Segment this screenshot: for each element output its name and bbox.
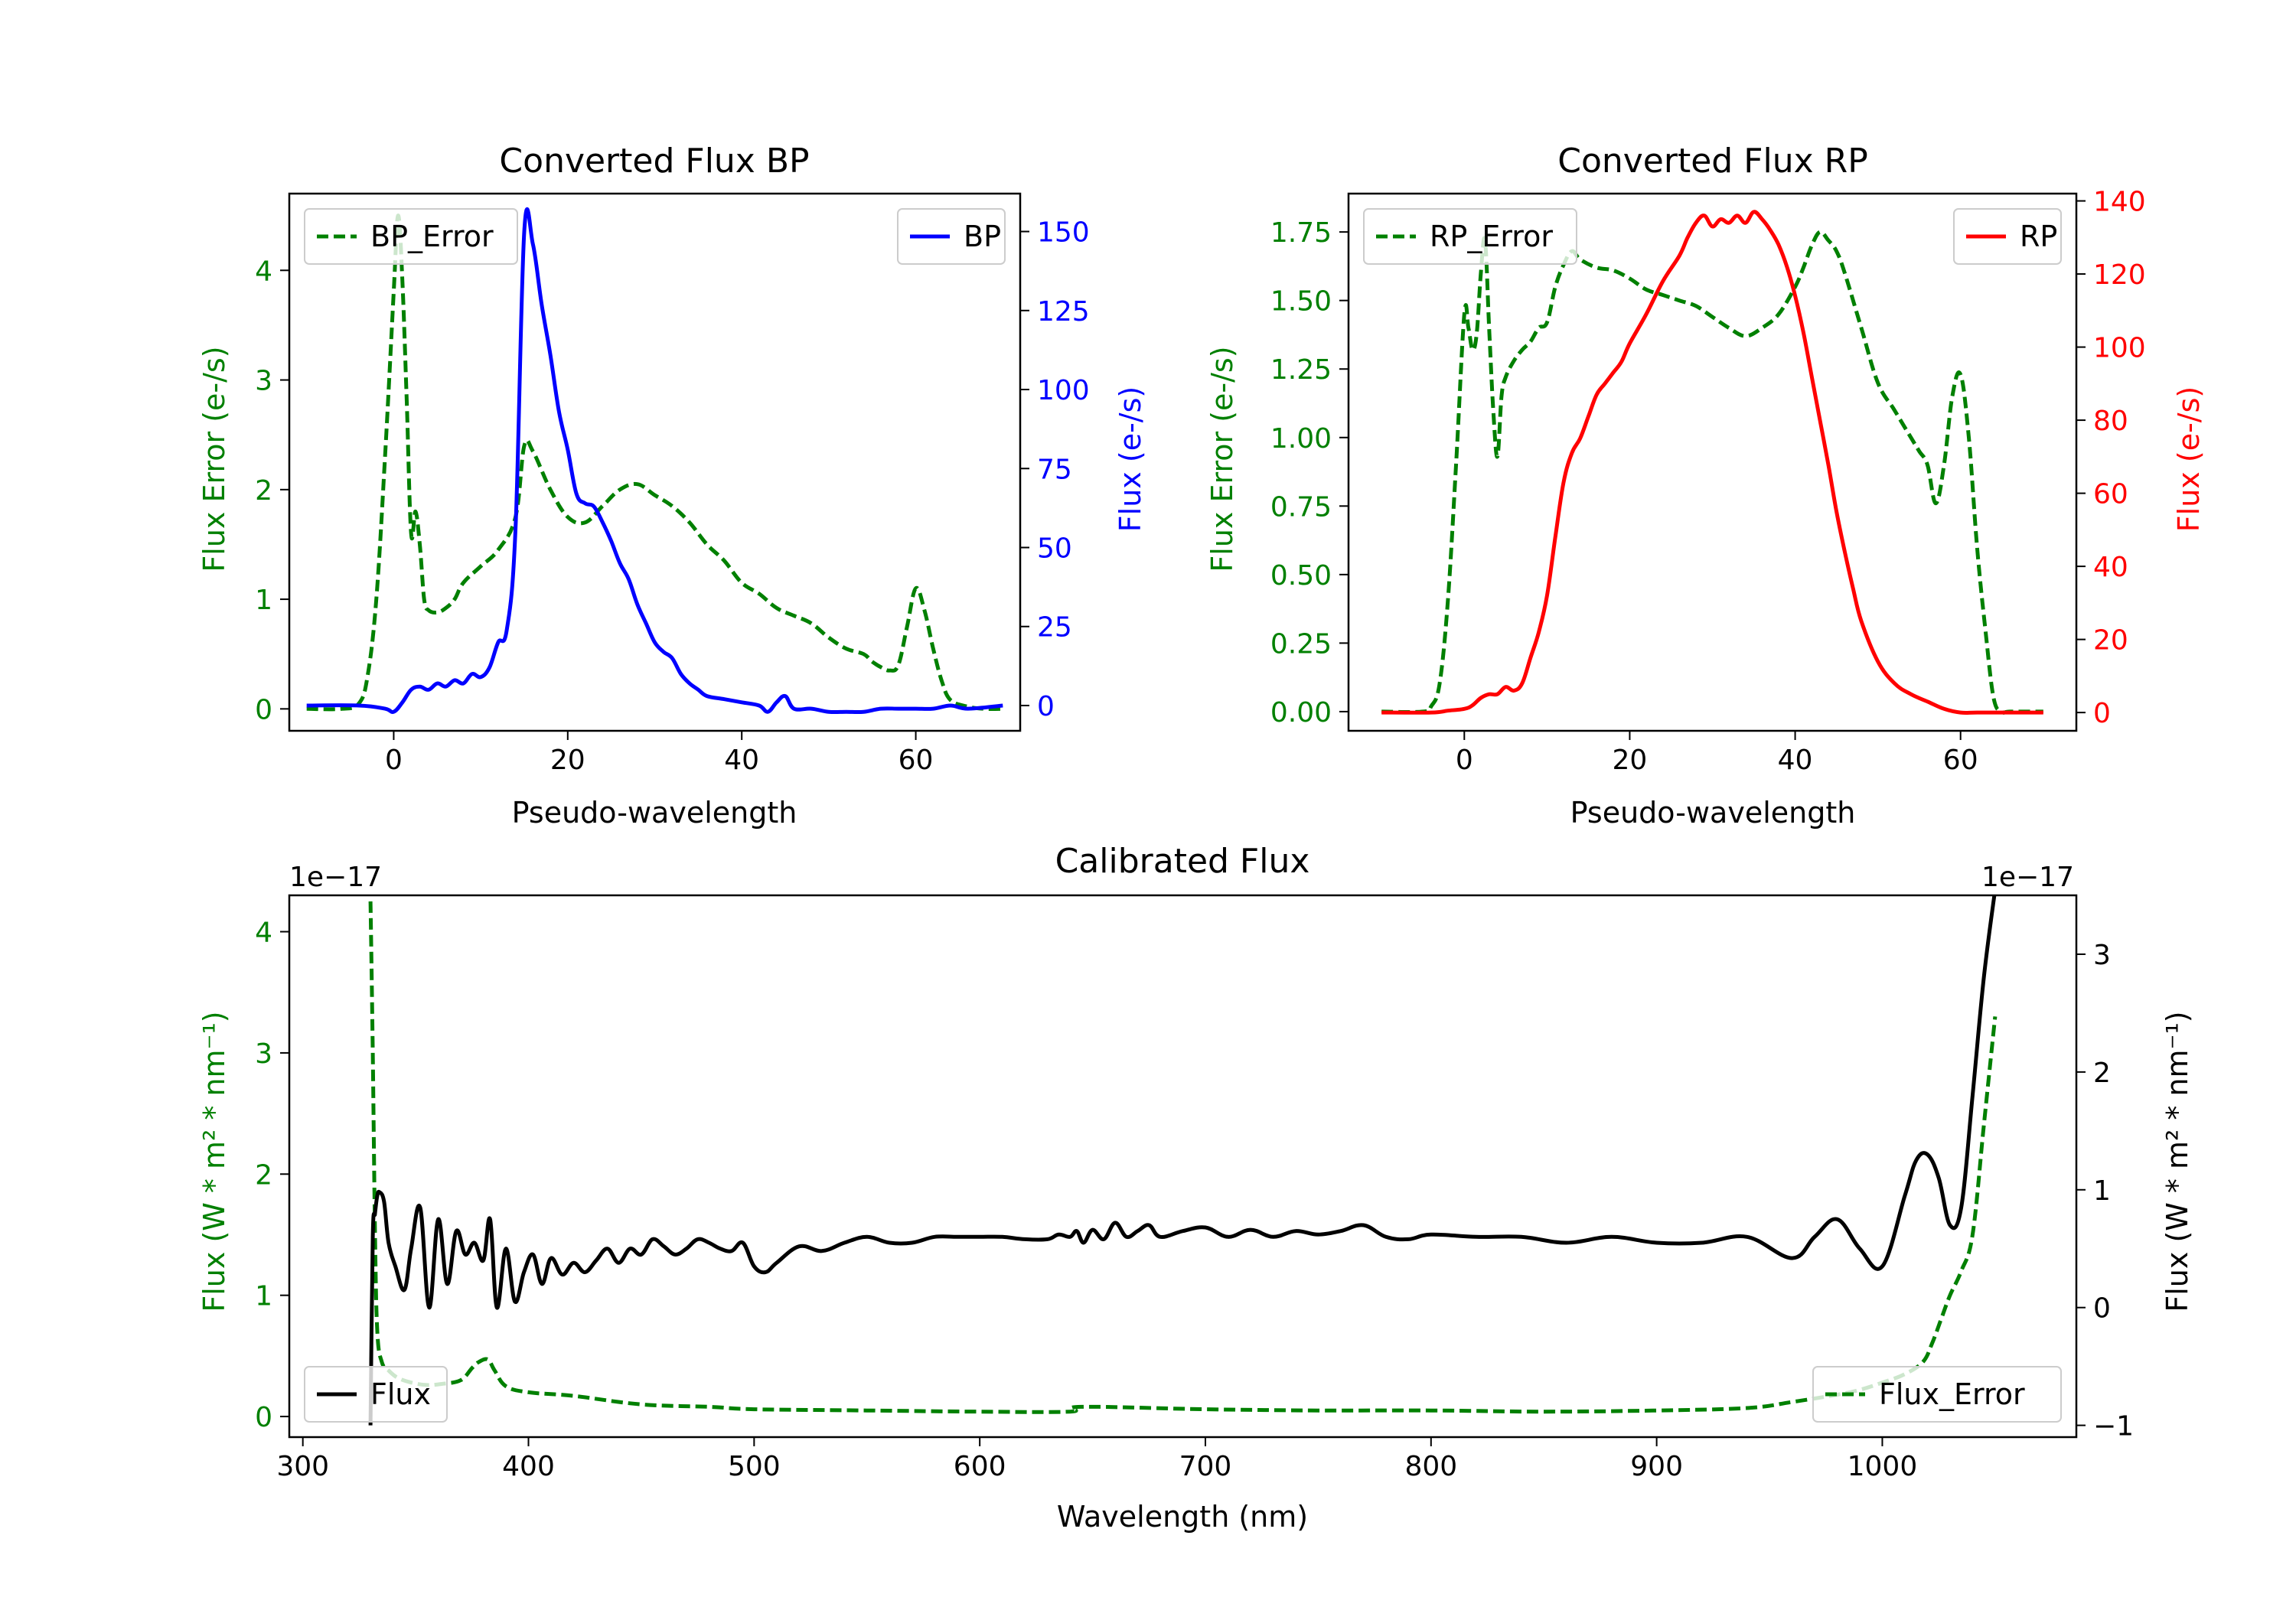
rp-left-y-tick-label: 0.00 (1270, 697, 1332, 729)
legend-box (1953, 208, 2062, 265)
rp-left-y-tick-label: 1.75 (1270, 217, 1332, 249)
bp-right-y-tick-label: 75 (1037, 454, 1072, 485)
bp-left-y-tick-label: 4 (255, 256, 272, 287)
bp-right-y-tick-label: 125 (1037, 296, 1090, 328)
calibrated-x-axis-label: Wavelength (nm) (1057, 1500, 1308, 1534)
calibrated-panel: Calibrated Flux Wavelength (nm) Flux (W … (197, 842, 2194, 1534)
bp-x-tick-label: 60 (899, 745, 934, 776)
rp-left-y-tick-label: 0.25 (1270, 628, 1332, 660)
bp-right-y-tick-label: 50 (1037, 533, 1072, 564)
calibrated-series-flux (368, 895, 1997, 1426)
calibrated-right-y-tick-label: 3 (2093, 940, 2111, 971)
rp-right-y-tick-label: 20 (2093, 625, 2128, 657)
bp-x-tick-label: 20 (550, 745, 585, 776)
calibrated-right-y-tick-label: −1 (2093, 1411, 2134, 1442)
rp-series-rp (1381, 210, 2043, 715)
rp-series-rp-error (1381, 230, 2043, 715)
bp-x-tick-label: 40 (724, 745, 759, 776)
rp-left-y-tick-label: 0.75 (1270, 491, 1332, 523)
rp-right-y-tick-label: 80 (2093, 406, 2128, 437)
calibrated-right-y-tick-label: 0 (2093, 1293, 2111, 1325)
calibrated-left-y-tick-label: 2 (255, 1159, 272, 1191)
rp-x-tick-label: 60 (1943, 745, 1978, 776)
rp-right-y-tick-label: 120 (2093, 259, 2146, 291)
bp-left-y-tick-label: 1 (255, 585, 272, 616)
rp-x-axis-label: Pseudo-wavelength (1570, 796, 1856, 830)
bp-title: Converted Flux BP (499, 142, 809, 181)
bp-x-tick-label: 0 (385, 745, 403, 776)
rp-title: Converted Flux RP (1557, 142, 1868, 181)
calibrated-x-tick-label: 900 (1630, 1451, 1683, 1482)
legend-label: BP (964, 220, 1001, 253)
bp-axes-frame (288, 192, 1022, 732)
calibrated-x-tick-label: 700 (1179, 1451, 1232, 1482)
rp-legend-rp: RP (1953, 208, 2062, 265)
legend-label: RP (2020, 220, 2057, 253)
rp-x-tick-label: 20 (1613, 745, 1648, 776)
rp-axes-frame (1347, 192, 2078, 732)
calibrated-x-tick-label: 800 (1404, 1451, 1457, 1482)
calibrated-left-axis-label: Flux (W * m² * nm⁻¹) (197, 1011, 231, 1312)
rp-right-y-tick-label: 0 (2093, 698, 2111, 729)
rp-right-y-tick-label: 60 (2093, 479, 2128, 510)
calibrated-left-y-tick-label: 4 (255, 918, 272, 949)
legend-box (1363, 208, 1577, 265)
legend-box (304, 1366, 448, 1423)
bp-panel: Converted Flux BP Pseudo-wavelength Flux… (197, 142, 1147, 830)
calibrated-title: Calibrated Flux (1055, 842, 1310, 881)
bp-right-y-tick-label: 0 (1037, 691, 1055, 722)
bp-series-bp (306, 207, 1003, 715)
calibrated-left-y-tick-label: 1 (255, 1281, 272, 1312)
legend-box (1812, 1366, 2062, 1423)
calibrated-x-tick-label: 300 (276, 1451, 329, 1482)
bp-right-axis-label: Flux (e-/s) (1114, 386, 1147, 532)
calibrated-x-tick-label: 500 (728, 1451, 781, 1482)
bp-left-y-tick-label: 3 (255, 366, 272, 397)
calibrated-right-y-tick-label: 1 (2093, 1175, 2111, 1207)
legend-label: Flux_Error (1879, 1377, 2025, 1411)
legend-label: BP_Error (370, 220, 494, 253)
bp-left-axis-label: Flux Error (e-/s) (197, 346, 231, 572)
legend-box (304, 208, 518, 265)
calibrated-x-tick-label: 600 (954, 1451, 1006, 1482)
rp-right-y-tick-label: 100 (2093, 333, 2146, 364)
rp-panel: Converted Flux RP Pseudo-wavelength Flux… (1205, 142, 2206, 830)
rp-right-y-tick-label: 40 (2093, 552, 2128, 583)
bp-right-y-tick-label: 150 (1037, 217, 1090, 249)
rp-x-tick-label: 40 (1778, 745, 1813, 776)
bp-legend-bp-error: BP_Error (304, 208, 518, 265)
calibrated-left-offset-text: 1e−17 (289, 862, 382, 893)
calibrated-right-offset-text: 1e−17 (1981, 862, 2074, 893)
bp-x-axis-label: Pseudo-wavelength (512, 796, 797, 830)
bp-legend-bp: BP (897, 208, 1006, 265)
calibrated-left-y-tick-label: 0 (255, 1402, 272, 1433)
calibrated-right-y-tick-label: 2 (2093, 1058, 2111, 1089)
calibrated-left-y-tick-label: 3 (255, 1038, 272, 1070)
bp-right-y-tick-label: 100 (1037, 375, 1090, 406)
calibrated-x-tick-label: 1000 (1848, 1451, 1918, 1482)
rp-x-tick-label: 0 (1456, 745, 1473, 776)
calibrated-series-flux-error (368, 901, 1998, 1414)
rp-right-axis-label: Flux (e-/s) (2172, 386, 2206, 532)
rp-left-axis-label: Flux Error (e-/s) (1205, 346, 1239, 572)
calibrated-legend-flux: Flux (304, 1366, 448, 1423)
legend-box (897, 208, 1006, 265)
rp-legend-rp-error: RP_Error (1363, 208, 1577, 265)
bp-left-y-tick-label: 0 (255, 694, 272, 725)
rp-left-y-tick-label: 1.00 (1270, 423, 1332, 455)
rp-right-y-tick-label: 140 (2093, 187, 2146, 218)
legend-label: RP_Error (1430, 220, 1553, 253)
rp-left-y-tick-label: 0.50 (1270, 560, 1332, 592)
calibrated-right-axis-label: Flux (W * m² * nm⁻¹) (2161, 1011, 2194, 1312)
bp-right-y-tick-label: 25 (1037, 612, 1072, 644)
legend-label: Flux (370, 1377, 431, 1411)
calibrated-axes-frame (288, 894, 2078, 1439)
rp-left-y-tick-label: 1.50 (1270, 286, 1332, 318)
calibrated-x-tick-label: 400 (502, 1451, 555, 1482)
rp-left-y-tick-label: 1.25 (1270, 354, 1332, 386)
bp-left-y-tick-label: 2 (255, 475, 272, 507)
bp-series-bp-error (306, 214, 1003, 712)
calibrated-legend-flux-error: Flux_Error (1812, 1366, 2062, 1423)
